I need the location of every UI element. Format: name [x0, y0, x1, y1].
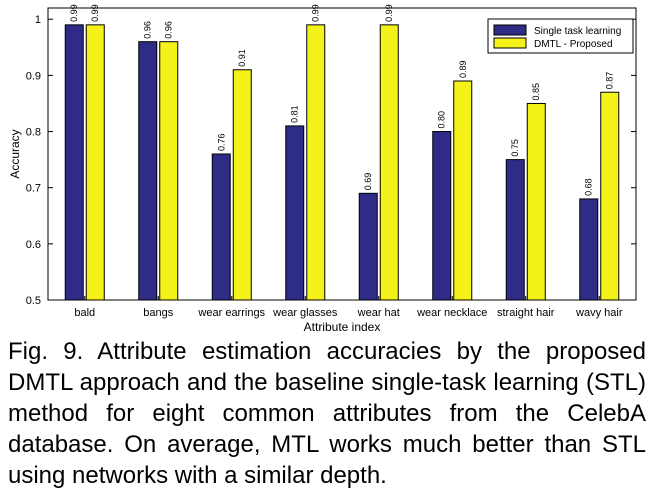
value-label-dmtl-5: 0.89: [458, 60, 468, 78]
y-tick-label-0: 0.5: [26, 295, 41, 307]
bar-dmtl-1: [159, 41, 179, 301]
bar-dmtl-6: [526, 102, 546, 301]
bar-dmtl-2: [232, 69, 252, 301]
bar-dmtl-3: [306, 24, 326, 301]
y-tick-label-3: 0.8: [26, 127, 41, 139]
value-label-stl-0: 0.99: [69, 4, 79, 22]
bar-dmtl-4: [379, 24, 399, 301]
value-label-dmtl-1: 0.96: [164, 21, 174, 39]
value-label-stl-5: 0.80: [437, 111, 447, 129]
x-tick-label-4: wear hat: [357, 307, 400, 319]
bar-stl-1: [138, 41, 158, 301]
x-tick-label-1: bangs: [143, 307, 173, 319]
legend: Single task learning DMTL - Proposed: [487, 18, 634, 54]
bar-dmtl-5: [453, 80, 473, 301]
bar-stl-0: [64, 24, 84, 301]
y-tick-label-1: 0.6: [26, 239, 41, 251]
value-label-stl-2: 0.76: [216, 133, 226, 151]
value-label-dmtl-4: 0.99: [384, 4, 394, 22]
value-label-dmtl-0: 0.99: [90, 4, 100, 22]
bar-chart: 0.99 0.990.96 0.960.760.910.810.990.690.99…: [8, 4, 637, 334]
value-label-stl-3: 0.81: [290, 105, 300, 123]
value-labels-layer: 0.99 0.99 0.96 0.96 0.76 0.91 0.81 0.99 0.69 0.99…: [69, 4, 615, 196]
bar-stl-5: [432, 131, 452, 301]
figure-caption: Fig. 9. Attribute estimation accuracies …: [8, 338, 646, 489]
bar-stl-6: [505, 159, 525, 301]
x-tick-label-3: wear glasses: [272, 307, 338, 319]
plot-frame: [47, 7, 637, 301]
bar-stl-4: [358, 192, 378, 301]
value-label-stl-4: 0.69: [363, 173, 373, 191]
bar-dmtl-0: [85, 24, 105, 301]
x-tick-label-0: bald: [74, 307, 95, 319]
legend-label-stl: Single task learning: [534, 26, 621, 37]
legend-swatch-dmtl: [493, 37, 527, 49]
y-tick-label-5: 1: [35, 14, 41, 26]
value-label-dmtl-7: 0.87: [605, 72, 615, 90]
x-tick-label-2: wear earrings: [197, 307, 265, 319]
y-tick-label-4: 0.9: [26, 70, 41, 82]
value-label-stl-7: 0.68: [584, 178, 594, 196]
bar-stl-3: [285, 125, 305, 301]
bar-stl-2: [211, 153, 231, 301]
y-axis: 0.50.60.70.80.91: [26, 14, 636, 307]
x-axis-label: Attribute index: [304, 320, 381, 334]
bars-layer: [64, 24, 620, 301]
y-tick-label-2: 0.7: [26, 183, 41, 195]
legend-label-dmtl: DMTL - Proposed: [534, 39, 613, 50]
x-tick-label-7: wavy hair: [575, 307, 623, 319]
x-tick-label-5: wear necklace: [416, 307, 487, 319]
bar-dmtl-7: [600, 91, 620, 301]
value-label-stl-6: 0.75: [510, 139, 520, 157]
x-tick-label-6: straight hair: [497, 307, 555, 319]
bar-stl-7: [579, 198, 599, 301]
value-label-dmtl-6: 0.85: [531, 83, 541, 101]
legend-swatch-stl: [493, 24, 527, 36]
y-axis-label: Accuracy: [8, 129, 22, 178]
x-axis: bald bangs wear earrings wear glasses wear h…: [74, 296, 623, 319]
value-label-dmtl-2: 0.91: [237, 49, 247, 67]
value-label-stl-1: 0.96: [143, 21, 153, 39]
value-label-dmtl-3: 0.99: [311, 4, 321, 22]
